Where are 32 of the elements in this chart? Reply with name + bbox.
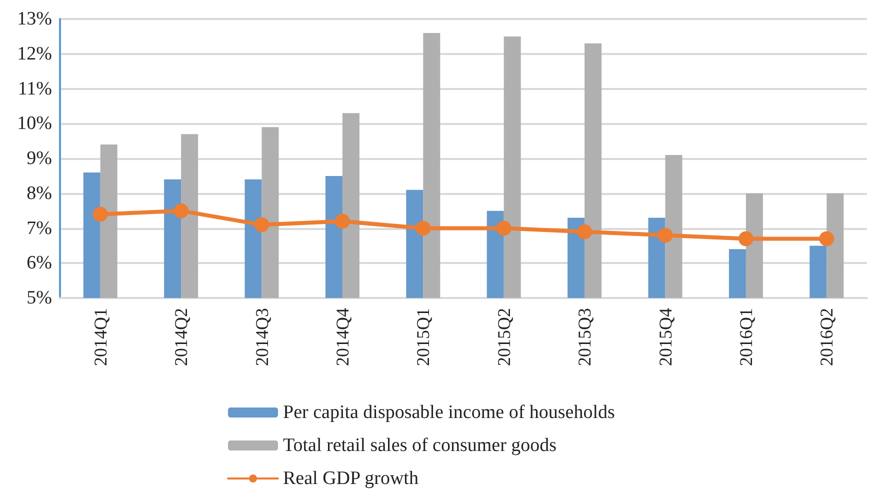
y-tick-label: 10% (17, 113, 52, 134)
point (658, 228, 673, 243)
legend-label: Real GDP growth (283, 468, 419, 489)
x-tick-label: 2014Q1 (90, 308, 110, 366)
x-tick-label: 2014Q2 (171, 308, 192, 366)
x-tick-label: 2016Q1 (736, 308, 756, 366)
point (819, 231, 834, 246)
x-tick-label: 2016Q2 (816, 308, 837, 366)
y-tick-label: 8% (26, 182, 52, 204)
y-tick-label: 7% (26, 218, 52, 239)
y-tick-label: 12% (17, 43, 52, 64)
x-tick-label: 2014Q3 (252, 308, 272, 366)
x-tick-label: 2015Q4 (655, 308, 676, 366)
y-tick-label: 11% (18, 78, 52, 100)
x-tick-label: 2014Q4 (332, 308, 352, 366)
x-tick-label: 2015Q3 (574, 308, 595, 366)
point (577, 224, 592, 240)
y-tick-label: 6% (26, 252, 52, 274)
legend-label: Per capita disposable income of households (283, 402, 615, 423)
point (92, 206, 108, 222)
point (334, 214, 350, 229)
y-tick-label: 9% (26, 148, 52, 169)
point (254, 217, 270, 232)
point (174, 203, 189, 218)
point (496, 220, 512, 236)
x-tick-label: 2015Q2 (494, 308, 514, 366)
point (416, 220, 431, 236)
legend-label: Total retail sales of consumer goods (283, 435, 557, 456)
y-tick-label: 5% (26, 288, 52, 308)
point (738, 231, 754, 246)
x-tick-label: 2015Q1 (413, 308, 434, 366)
y-tick-label: 13% (17, 8, 52, 30)
